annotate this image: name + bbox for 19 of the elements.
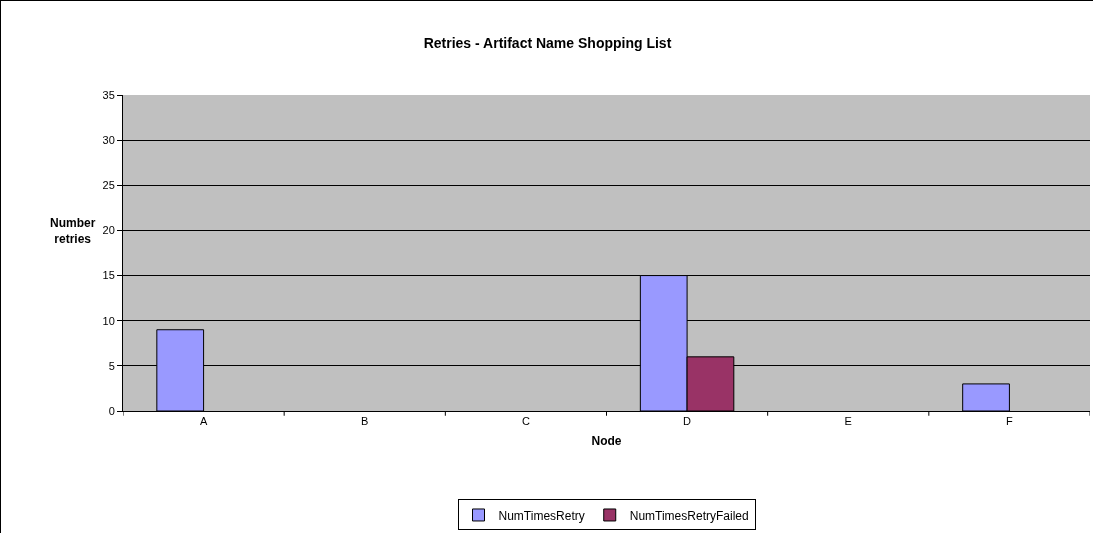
x-tick-label: B bbox=[361, 415, 369, 428]
y-tick-label: 30 bbox=[102, 133, 115, 146]
y-tick-label: 35 bbox=[102, 88, 115, 101]
legend-label: NumTimesRetryFailed bbox=[629, 508, 749, 523]
y-tick-label: 5 bbox=[108, 359, 115, 372]
y-tick-label: 10 bbox=[102, 314, 115, 327]
chart-title: Retries - Artifact Name Shopping List bbox=[423, 35, 672, 52]
x-tick-label: F bbox=[1006, 415, 1014, 428]
y-tick-label: 15 bbox=[102, 269, 115, 282]
y-tick-label: 25 bbox=[102, 179, 115, 192]
x-tick-label: C bbox=[521, 415, 530, 428]
y-axis-title: Number retries bbox=[50, 216, 96, 246]
y-tick-label: 20 bbox=[102, 224, 115, 237]
x-tick-label: D bbox=[683, 415, 692, 428]
legend-label: NumTimesRetry bbox=[498, 508, 585, 523]
y-tick-label: 0 bbox=[108, 404, 115, 417]
x-tick-label: E bbox=[844, 415, 852, 428]
x-axis-title: Node bbox=[591, 434, 622, 449]
x-tick-label: A bbox=[199, 415, 208, 428]
